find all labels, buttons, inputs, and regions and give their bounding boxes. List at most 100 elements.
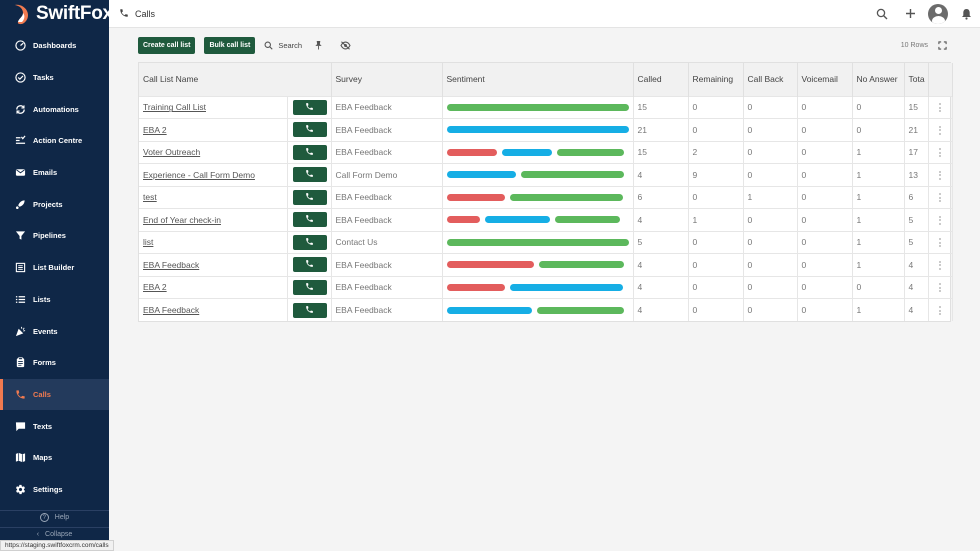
more-vertical-icon[interactable] (939, 148, 941, 158)
call-list-link[interactable]: EBA 2 (143, 124, 167, 135)
brand-name: SwiftFox (36, 3, 113, 24)
sentiment-bar-neu (446, 126, 629, 134)
cell-call-back: 0 (743, 140, 798, 164)
sidebar-item-label: Dashboards (33, 41, 77, 51)
sidebar-item-dashboards[interactable]: Dashboards (0, 30, 109, 62)
header-search-button[interactable] (868, 0, 896, 28)
sidebar-item-texts[interactable]: Texts (0, 410, 109, 442)
column-header-no-answer[interactable]: No Answer (852, 63, 905, 96)
more-vertical-icon[interactable] (939, 306, 941, 316)
phone-icon (305, 237, 314, 248)
bulk-call-list-button[interactable]: Bulk call list (204, 36, 256, 54)
toolbar: Create call list Bulk call list Search 1… (138, 36, 952, 54)
brand[interactable]: SwiftFox (0, 0, 113, 28)
header-notifications-button[interactable] (952, 0, 980, 28)
sidebar-item-events[interactable]: Events (0, 315, 109, 347)
call-list-link[interactable]: EBA 2 (143, 282, 167, 293)
help-link[interactable]: ? Help (0, 510, 109, 524)
phone-icon (305, 124, 314, 135)
sentiment-bar-pos (554, 216, 620, 224)
call-list-link[interactable]: test (143, 192, 157, 203)
column-header-voicemail[interactable]: Voicemail (797, 63, 853, 96)
table-search-button[interactable]: Search (264, 41, 302, 50)
search-icon (264, 41, 273, 50)
call-list-link[interactable]: Experience - Call Form Demo (143, 169, 255, 180)
cell-voicemail: 0 (797, 163, 853, 186)
pin-button[interactable] (314, 40, 328, 50)
more-vertical-icon[interactable] (939, 260, 941, 270)
start-call-button[interactable] (292, 212, 327, 228)
start-call-button[interactable] (292, 144, 327, 160)
start-call-button[interactable] (292, 189, 327, 205)
cell-voicemail: 0 (797, 208, 853, 231)
sentiment-bar-neg (446, 216, 480, 224)
sidebar-item-label: Calls (33, 389, 51, 399)
start-call-button[interactable] (292, 234, 327, 250)
column-header-remaining[interactable]: Remaining (688, 63, 744, 96)
help-label: Help (54, 514, 70, 521)
more-vertical-icon[interactable] (939, 103, 941, 113)
start-call-button[interactable] (292, 167, 327, 183)
table-row: list Contact Us 5 0 0 0 1 5 (139, 230, 953, 254)
sidebar-item-automations[interactable]: Automations (0, 93, 109, 125)
call-list-link[interactable]: list (143, 237, 154, 248)
sidebar-item-pipelines[interactable]: Pipelines (0, 220, 109, 252)
cell-called: 4 (633, 208, 689, 231)
call-list-link[interactable]: EBA Feedback (143, 259, 200, 270)
column-header-called[interactable]: Called (633, 63, 689, 96)
cell-sentiment (442, 253, 634, 276)
header-add-button[interactable] (896, 0, 924, 28)
sidebar-item-action-centre[interactable]: Action Centre (0, 125, 109, 157)
start-call-button[interactable] (292, 302, 327, 318)
party-icon (14, 325, 27, 338)
more-vertical-icon[interactable] (939, 125, 941, 135)
call-list-link[interactable]: EBA Feedback (143, 305, 200, 315)
more-vertical-icon[interactable] (939, 170, 941, 180)
help-icon: ? (39, 513, 49, 522)
cell-call-action (287, 95, 332, 119)
sidebar-item-lists[interactable]: Lists (0, 284, 109, 316)
sidebar-item-label: Lists (33, 294, 51, 304)
table-header-row: Call List Name Survey Sentiment Called R… (139, 63, 953, 96)
call-list-link[interactable]: Training Call List (143, 102, 206, 113)
sidebar-item-emails[interactable]: Emails (0, 157, 109, 189)
sentiment-bar-pos (509, 193, 623, 201)
more-vertical-icon[interactable] (939, 215, 941, 225)
column-header-call-back[interactable]: Call Back (743, 63, 798, 96)
sentiment-bars (446, 148, 629, 156)
header-avatar-button[interactable] (924, 0, 952, 28)
sidebar-item-tasks[interactable]: Tasks (0, 62, 109, 94)
column-header-sentiment[interactable]: Sentiment (442, 63, 634, 96)
call-list-link[interactable]: End of Year check-in (143, 214, 221, 225)
column-header-total[interactable]: Tota (904, 63, 929, 96)
hide-columns-button[interactable] (340, 40, 356, 50)
more-vertical-icon[interactable] (939, 193, 941, 203)
cell-total: 21 (904, 118, 929, 141)
start-call-button[interactable] (292, 99, 327, 115)
start-call-button[interactable] (292, 257, 327, 273)
sidebar-item-forms[interactable]: Forms (0, 347, 109, 379)
fullscreen-button[interactable] (938, 40, 952, 50)
more-vertical-icon[interactable] (939, 238, 941, 248)
column-header-survey[interactable]: Survey (331, 63, 443, 96)
call-list-link[interactable]: Voter Outreach (143, 147, 201, 158)
rows-count[interactable]: 10 Rows (900, 41, 928, 49)
sidebar-item-maps[interactable]: Maps (0, 442, 109, 474)
cell-call-back: 0 (743, 298, 798, 321)
phone-icon (305, 102, 314, 113)
sidebar-item-calls[interactable]: Calls (0, 378, 109, 411)
start-call-button[interactable] (292, 122, 327, 138)
collapse-button[interactable]: ‹ Collapse (0, 527, 109, 541)
create-call-list-button[interactable]: Create call list (138, 36, 196, 54)
more-vertical-icon[interactable] (939, 283, 941, 293)
sidebar-item-projects[interactable]: Projects (0, 188, 109, 220)
cell-sentiment (442, 95, 634, 119)
funnel-icon (14, 229, 27, 242)
sidebar-item-list-builder[interactable]: List Builder (0, 252, 109, 284)
cell-total: 17 (904, 140, 929, 164)
cell-total: 6 (904, 185, 929, 209)
column-header-call-list-name[interactable]: Call List Name (139, 63, 332, 96)
sidebar-item-settings[interactable]: Settings (0, 474, 109, 506)
cell-call-list-name: End of Year check-in (139, 208, 288, 231)
start-call-button[interactable] (292, 279, 327, 295)
